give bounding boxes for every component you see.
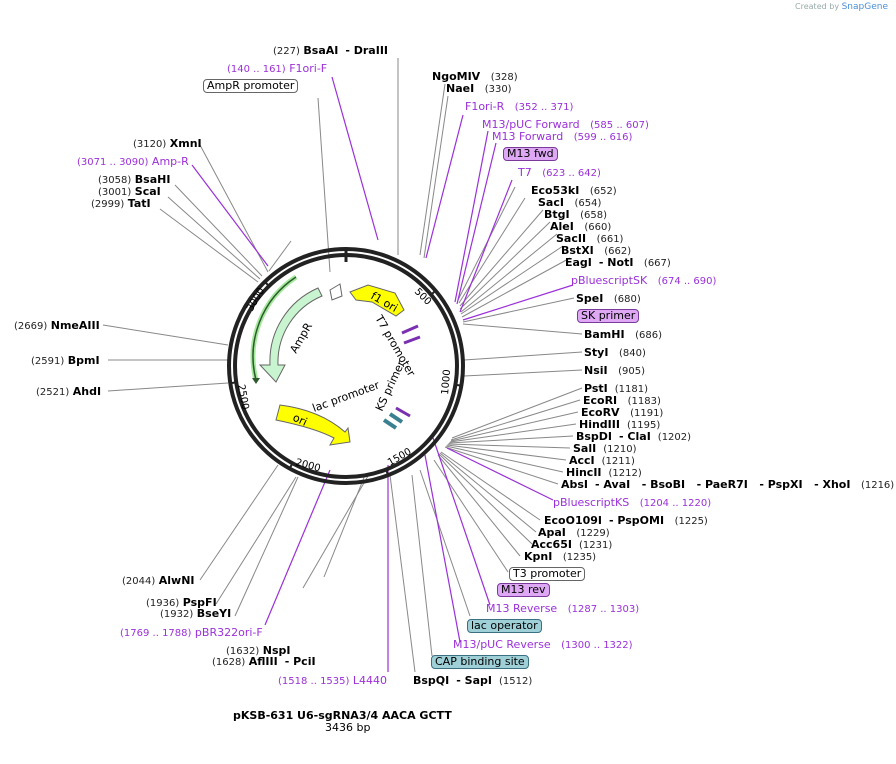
label-t7[interactable]: T7 (623 .. 642) [518,166,601,179]
label-ngomiv[interactable]: NgoMIV (328) [432,70,518,83]
label-bseyi[interactable]: (1932) BseYI [160,607,232,620]
label-pbluescriptks[interactable]: pBluescriptKS (1204 .. 1220) [553,496,712,509]
inner-primers [382,324,421,430]
label-hincii[interactable]: HincII (1212) [566,466,642,479]
label-t3-promoter[interactable]: T3 promoter [509,567,586,581]
label-bspdi-clai[interactable]: BspDI - ClaI (1202) [576,430,692,443]
label-pbluescriptsk[interactable]: pBluescriptSK (674 .. 690) [571,274,717,287]
label-m13-rev[interactable]: M13 rev [497,583,550,597]
label-lac-operator[interactable]: lac operator [467,619,542,633]
label-hindiii[interactable]: HindIII (1195) [579,418,661,431]
label-spei[interactable]: SpeI (680) [576,292,641,305]
label-afliii-pcii[interactable]: (1628) AflIII - PciI [212,655,316,668]
label-eagi-noti[interactable]: EagI - NotI (667) [565,256,671,269]
svg-text:ori: ori [291,411,309,429]
label-bpmi[interactable]: (2591) BpmI [31,354,100,367]
svg-text:500: 500 [412,286,433,307]
label-btgi[interactable]: BtgI (658) [544,208,607,221]
ori-feature [275,404,351,446]
label-bsahi[interactable]: (3058) BsaHI [98,173,171,186]
label-naei[interactable]: NaeI (330) [446,82,512,95]
label-f1ori-r[interactable]: F1ori-R (352 .. 371) [465,100,574,113]
label-m13-forward[interactable]: M13 Forward (599 .. 616) [492,130,633,143]
label-pbr322ori-f[interactable]: (1769 .. 1788) pBR322ori-F [120,626,263,639]
label-ecorv[interactable]: EcoRV (1191) [581,406,664,419]
label-nmeaiii[interactable]: (2669) NmeAIII [14,319,100,332]
label-saci[interactable]: SacI (654) [538,196,602,209]
label-ecori[interactable]: EcoRI (1183) [583,394,661,407]
label-alwni[interactable]: (2044) AlwNI [122,574,195,587]
svg-text:AmpR: AmpR [287,320,315,355]
label-absi-xhoi[interactable]: AbsI - AvaI - BsoBI - PaeR7I - PspXI - X… [561,478,895,491]
snapgene-credit: Created by SnapGene [795,2,888,12]
ampr-feature [258,287,323,383]
label-sacii[interactable]: SacII (661) [556,232,624,245]
label-sali[interactable]: SalI (1210) [573,442,637,455]
plasmid-size: 3436 bp [325,721,371,734]
label-nspi[interactable]: (1632) NspI [226,644,291,657]
label-pspfi[interactable]: (1936) PspFI [146,596,217,609]
label-sk-primer[interactable]: SK primer [577,309,640,323]
label-psti[interactable]: PstI (1181) [584,382,649,395]
label-eco53ki[interactable]: Eco53kI (652) [531,184,617,197]
label-nsii[interactable]: NsiI (905) [584,364,646,377]
label-m13-puc-reverse[interactable]: M13/pUC Reverse (1300 .. 1322) [453,638,633,651]
label-styi[interactable]: StyI (840) [584,346,646,359]
label-acci[interactable]: AccI (1211) [569,454,635,467]
label-bamhi[interactable]: BamHI (686) [584,328,662,341]
ampr-promoter-feature [329,283,343,301]
label-xmni[interactable]: (3120) XmnI [133,137,202,150]
f1-ori-feature [349,284,405,317]
label-bspqi-sapi[interactable]: BspQI - SapI (1512) [413,674,533,687]
label-m13-puc-forward[interactable]: M13/pUC Forward (585 .. 607) [482,118,649,131]
label-tati[interactable]: (2999) TatI [91,197,151,210]
label-bsaai[interactable]: (227) BsaAI - DraIII [273,44,389,57]
label-kpni[interactable]: KpnI (1235) [524,550,597,563]
label-alei[interactable]: AleI (660) [550,220,612,233]
label-f1ori-f[interactable]: (140 .. 161) F1ori-F [227,62,328,75]
label-acc65i[interactable]: Acc65I (1231) [531,538,613,551]
plasmid-name: pKSB-631 U6-sgRNA3/4 AACA GCTT [233,709,452,722]
ampr-arrowhead [252,378,260,384]
label-m13-fwd[interactable]: M13 fwd [503,147,558,161]
label-m13-reverse[interactable]: M13 Reverse (1287 .. 1303) [486,602,640,615]
label-cap-binding-site[interactable]: CAP binding site [431,655,529,669]
svg-text:2500: 2500 [235,384,250,411]
label-ahdi[interactable]: (2521) AhdI [36,385,102,398]
label-scai[interactable]: (3001) ScaI [98,185,161,198]
label-eco0109i-pspomi[interactable]: EcoO109I - PspOMI (1225) [544,514,708,527]
svg-text:lac promoter: lac promoter [311,378,382,414]
label-l4440[interactable]: (1518 .. 1535) L4440 [278,674,388,687]
label-amp-r-primer[interactable]: (3071 .. 3090) Amp-R [77,155,189,168]
primer-leaders [191,76,574,672]
label-bstxi[interactable]: BstXI (662) [561,244,632,257]
label-ampr-promoter[interactable]: AmpR promoter [203,79,299,93]
svg-text:1000: 1000 [440,369,453,395]
label-apai[interactable]: ApaI (1229) [538,526,610,539]
ruler-ticks [231,280,464,476]
ampr-arrow-line [252,276,297,381]
